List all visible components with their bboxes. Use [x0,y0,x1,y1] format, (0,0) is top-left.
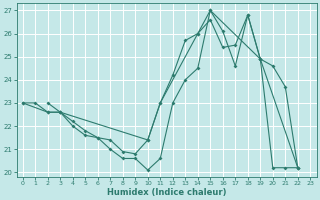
X-axis label: Humidex (Indice chaleur): Humidex (Indice chaleur) [107,188,226,197]
